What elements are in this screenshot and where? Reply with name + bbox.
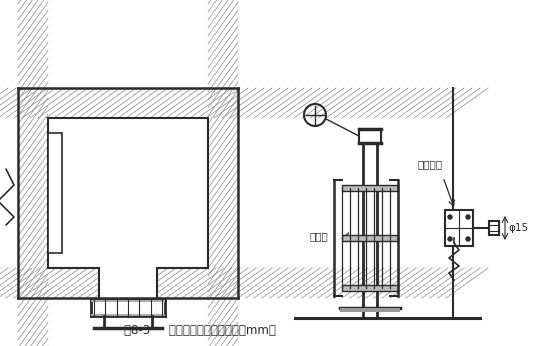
Bar — [18, 88, 238, 298]
Bar — [91, 300, 165, 302]
Bar — [342, 185, 398, 191]
Bar — [445, 210, 473, 246]
Bar — [91, 314, 165, 316]
Bar — [342, 285, 398, 291]
Text: φ15: φ15 — [508, 223, 528, 233]
Bar — [342, 235, 398, 241]
Text: 筱楠门: 筱楠门 — [310, 231, 329, 241]
Bar — [489, 221, 499, 235]
Bar — [99, 268, 157, 298]
Circle shape — [448, 215, 452, 219]
Text: 膨胀螺栓: 膨胀螺栓 — [418, 159, 443, 169]
Circle shape — [466, 237, 470, 241]
Circle shape — [466, 215, 470, 219]
Bar — [340, 308, 400, 312]
Text: 图8-3     电梯井口防护门（单位：mm）: 图8-3 电梯井口防护门（单位：mm） — [124, 324, 276, 337]
Bar — [18, 88, 238, 298]
Bar — [48, 133, 62, 253]
Bar — [48, 118, 208, 268]
Circle shape — [448, 237, 452, 241]
